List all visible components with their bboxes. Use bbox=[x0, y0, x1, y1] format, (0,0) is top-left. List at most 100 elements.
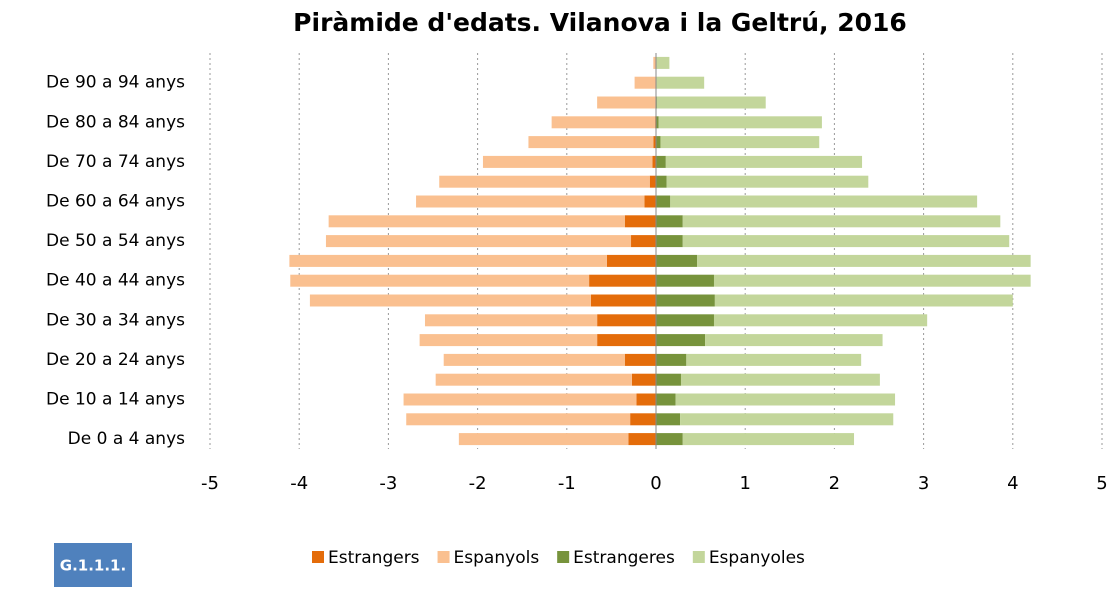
legend-swatch bbox=[692, 551, 705, 563]
x-tick-label: 1 bbox=[739, 473, 750, 494]
bar bbox=[656, 136, 661, 149]
legend-swatch bbox=[312, 551, 324, 563]
bar bbox=[656, 413, 681, 426]
x-tick-label: 4 bbox=[1007, 473, 1018, 494]
bar bbox=[656, 334, 706, 347]
bar bbox=[656, 393, 676, 406]
y-tick-label: De 40 a 44 anys bbox=[46, 271, 185, 291]
bar bbox=[590, 294, 656, 307]
bar bbox=[656, 116, 659, 129]
bar bbox=[656, 235, 683, 248]
bar bbox=[325, 235, 632, 248]
bar bbox=[665, 155, 863, 168]
bar bbox=[656, 373, 681, 386]
bar bbox=[656, 433, 683, 446]
y-tick-label: De 50 a 54 anys bbox=[46, 231, 185, 251]
bar bbox=[714, 294, 1013, 307]
bar bbox=[680, 373, 880, 386]
bar bbox=[631, 373, 656, 386]
x-tick-label: 5 bbox=[1096, 473, 1107, 494]
bar bbox=[656, 294, 715, 307]
bar bbox=[624, 215, 656, 228]
bar bbox=[606, 254, 656, 267]
x-tick-label: -4 bbox=[290, 473, 308, 494]
x-tick-label: 0 bbox=[650, 473, 661, 494]
bar bbox=[528, 136, 654, 149]
bar bbox=[660, 136, 820, 149]
y-tick-label: De 10 a 14 anys bbox=[46, 390, 185, 410]
bar bbox=[653, 136, 656, 149]
bar bbox=[416, 195, 645, 208]
bar bbox=[656, 195, 671, 208]
bar bbox=[597, 334, 656, 347]
bar bbox=[589, 274, 656, 287]
chart-title: Piràmide d'edats. Vilanova i la Geltrú, … bbox=[293, 8, 907, 37]
bar bbox=[656, 274, 714, 287]
bar bbox=[670, 195, 978, 208]
x-tick-label: 3 bbox=[918, 473, 929, 494]
bar bbox=[624, 353, 656, 366]
x-tick-label: 2 bbox=[829, 473, 840, 494]
bar bbox=[656, 314, 714, 327]
bar bbox=[290, 274, 590, 287]
bar bbox=[289, 254, 607, 267]
legend-label: Espanyoles bbox=[709, 548, 805, 568]
x-tick-label: -3 bbox=[379, 473, 397, 494]
bar bbox=[634, 76, 656, 89]
bar bbox=[630, 413, 656, 426]
bar bbox=[705, 334, 883, 347]
legend-swatch bbox=[557, 551, 570, 563]
legend-swatch bbox=[437, 551, 450, 563]
x-tick-label: -2 bbox=[469, 473, 487, 494]
bar bbox=[656, 215, 683, 228]
bar bbox=[666, 175, 869, 188]
bar bbox=[686, 353, 862, 366]
legend-label: Estrangeres bbox=[573, 548, 675, 568]
y-tick-label: De 90 a 94 anys bbox=[46, 73, 185, 93]
bar bbox=[682, 235, 1010, 248]
bar bbox=[406, 413, 631, 426]
bar bbox=[656, 155, 666, 168]
bar bbox=[458, 433, 629, 446]
legend-label: Espanyols bbox=[454, 548, 540, 568]
bar bbox=[656, 96, 766, 109]
bar bbox=[597, 96, 656, 109]
y-tick-label: De 30 a 34 anys bbox=[46, 310, 185, 330]
bar bbox=[309, 294, 591, 307]
bar bbox=[697, 254, 1031, 267]
bar bbox=[636, 393, 656, 406]
y-tick-label: De 60 a 64 anys bbox=[46, 192, 185, 212]
bar bbox=[328, 215, 625, 228]
badge-box bbox=[54, 543, 132, 587]
y-tick-label: De 70 a 74 anys bbox=[46, 152, 185, 172]
bar bbox=[652, 155, 656, 168]
y-tick-label: De 20 a 24 anys bbox=[46, 350, 185, 370]
x-tick-label: -5 bbox=[201, 473, 219, 494]
bar bbox=[658, 116, 822, 129]
bar bbox=[682, 433, 855, 446]
bar bbox=[628, 433, 656, 446]
bar bbox=[680, 413, 894, 426]
bar bbox=[656, 353, 687, 366]
bar bbox=[713, 274, 1031, 287]
bar bbox=[597, 314, 656, 327]
bar bbox=[424, 314, 598, 327]
bar bbox=[419, 334, 598, 347]
bar bbox=[551, 116, 656, 129]
bar bbox=[656, 56, 670, 69]
bar bbox=[656, 76, 705, 89]
bar bbox=[649, 175, 656, 188]
bar bbox=[631, 235, 656, 248]
bar bbox=[653, 56, 656, 69]
x-tick-label: -1 bbox=[558, 473, 576, 494]
bar bbox=[403, 393, 637, 406]
bar bbox=[656, 175, 667, 188]
bar bbox=[675, 393, 896, 406]
y-tick-label: De 0 a 4 anys bbox=[68, 429, 185, 449]
badge: G.1.1.1. bbox=[60, 557, 126, 575]
y-tick-label: De 80 a 84 anys bbox=[46, 112, 185, 132]
bar bbox=[443, 353, 625, 366]
legend-label: Estrangers bbox=[328, 548, 420, 568]
